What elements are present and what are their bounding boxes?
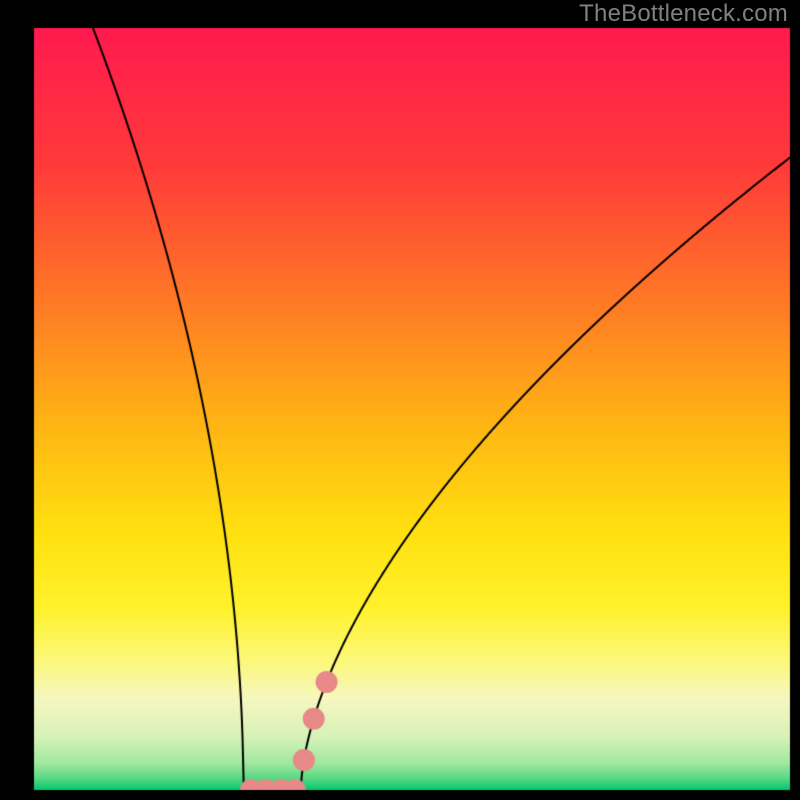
- bottleneck-curve-plot: [0, 0, 800, 800]
- watermark-label: TheBottleneck.com: [579, 0, 788, 28]
